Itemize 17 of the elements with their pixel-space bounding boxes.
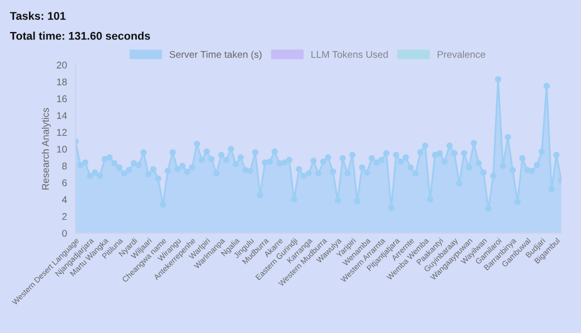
chart-subtitle: Total time: 131.60 seconds xyxy=(10,32,150,40)
y-tick-label: 10 xyxy=(57,146,67,153)
legend-label: LLM Tokens Used xyxy=(311,50,388,58)
y-axis-title: Research Analytics xyxy=(42,108,51,190)
legend-label: Prevalence xyxy=(438,50,486,58)
y-tick-label: 6 xyxy=(62,179,67,186)
y-tick-label: 18 xyxy=(57,78,67,86)
chart-title: Tasks: 101 xyxy=(10,12,66,20)
y-tick-label: 4 xyxy=(62,196,67,203)
y-tick-label: 12 xyxy=(57,128,67,136)
y-tick-label: 8 xyxy=(62,162,67,170)
legend-label: Server Time taken (s) xyxy=(170,50,262,60)
y-tick-label: 20 xyxy=(56,62,67,69)
y-tick-label: 14 xyxy=(57,112,67,119)
y-tick-label: 2 xyxy=(62,213,67,220)
y-tick-label: 0 xyxy=(62,230,67,237)
y-tick-label: 16 xyxy=(57,95,67,102)
